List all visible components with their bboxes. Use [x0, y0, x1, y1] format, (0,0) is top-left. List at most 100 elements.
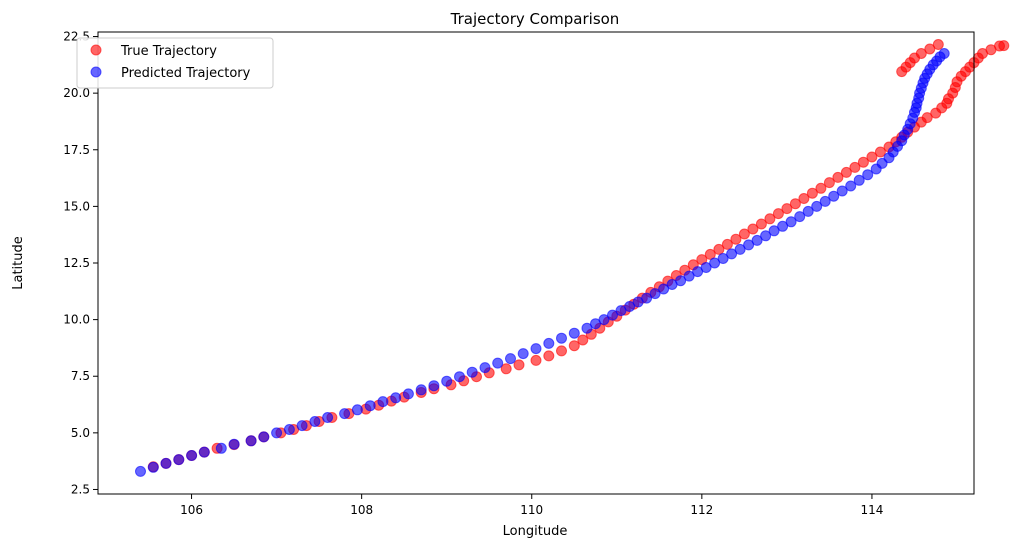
predicted-trajectory-point [802, 205, 814, 217]
predicted-trajectory-point [198, 446, 210, 458]
predicted-trajectory-point [811, 200, 823, 212]
true-trajectory-point [543, 350, 555, 362]
predicted-trajectory-point [377, 396, 389, 408]
predicted-trajectory-point [794, 211, 806, 223]
legend-box [76, 37, 274, 89]
true-trajectory-point [704, 248, 716, 260]
y-tick-label: 15.0 [63, 199, 90, 213]
true-trajectory-point [815, 182, 827, 194]
true-trajectory-point [781, 203, 793, 215]
true-trajectory-point [721, 238, 733, 250]
x-tick-label: 112 [690, 503, 713, 517]
true-trajectory-point [772, 208, 784, 220]
predicted-trajectory-point [309, 416, 321, 427]
x-tick-label: 110 [520, 503, 543, 517]
predicted-trajectory-point [283, 424, 295, 435]
predicted-trajectory-point [709, 257, 721, 269]
predicted-trajectory-point [649, 288, 661, 300]
predicted-trajectory-point [517, 348, 529, 360]
predicted-trajectory-point [819, 195, 831, 207]
true-trajectory-point [738, 228, 750, 240]
true-trajectory-point [896, 66, 908, 78]
predicted-trajectory-point [700, 262, 712, 273]
predicted-trajectory-point [683, 270, 695, 282]
predicted-trajectory-point [160, 457, 172, 469]
y-tick-label: 20.0 [63, 86, 90, 100]
true-trajectory-point [998, 40, 1010, 52]
predicted-trajectory-point [173, 454, 185, 466]
predicted-trajectory-point [726, 248, 738, 260]
predicted-trajectory-point [543, 337, 555, 349]
predicted-trajectory-point [675, 275, 687, 287]
legend-label-true: True Trajectory [120, 44, 217, 59]
predicted-trajectory-point [351, 404, 363, 416]
predicted-trajectory-point [556, 332, 567, 344]
true-trajectory-point [823, 177, 835, 189]
true-trajectory-point [755, 218, 767, 230]
true-trajectory-point [556, 345, 567, 357]
predicted-trajectory-point [568, 327, 580, 339]
x-tick-label: 114 [860, 503, 883, 517]
predicted-trajectory-point [598, 314, 610, 326]
true-trajectory-point [840, 166, 852, 178]
true-trajectory-point [568, 340, 580, 352]
legend-marker-true [90, 44, 102, 56]
true-trajectory-point [849, 161, 861, 173]
predicted-trajectory-point [339, 408, 351, 420]
legend: True Trajectory Predicted Trajectory [76, 37, 274, 89]
predicted-trajectory-point [186, 450, 198, 461]
x-axis: 106 108 110 112 114 [180, 494, 883, 517]
true-trajectory-point [932, 39, 944, 50]
true-trajectory-point [577, 334, 589, 346]
predicted-trajectory-point [505, 353, 516, 365]
predicted-trajectory-point [428, 380, 440, 392]
y-tick-label: 10.0 [63, 313, 90, 327]
true-trajectory-point [924, 43, 936, 55]
y-tick-label: 17.5 [63, 143, 90, 157]
true-trajectory-point [832, 171, 844, 183]
y-axis: 2.55.07.510.012.515.017.520.022.5 [63, 30, 98, 496]
predicted-trajectory-point [624, 301, 636, 312]
x-tick-label: 108 [350, 503, 373, 517]
points-layer [135, 39, 1010, 477]
predicted-trajectory-point [390, 392, 402, 404]
x-axis-label: Longitude [503, 524, 568, 539]
predicted-trajectory-point [322, 412, 334, 423]
predicted-trajectory-point [581, 322, 593, 334]
predicted-trajectory-point [760, 230, 772, 242]
chart-title: Trajectory Comparison [450, 10, 620, 28]
predicted-trajectory-point [402, 388, 414, 400]
predicted-trajectory-point [454, 371, 465, 383]
predicted-trajectory-point [658, 283, 670, 295]
predicted-trajectory-point [743, 239, 755, 251]
predicted-trajectory-point [828, 190, 840, 202]
predicted-trajectory-point [296, 420, 308, 432]
y-axis-label: Latitude [11, 236, 26, 290]
plot-area-frame [97, 31, 975, 495]
predicted-trajectory-point [853, 174, 865, 186]
predicted-trajectory-point [466, 366, 478, 378]
legend-label-predicted: Predicted Trajectory [121, 66, 251, 81]
predicted-trajectory-point [492, 357, 504, 369]
true-trajectory-point [798, 193, 810, 204]
true-trajectory-point [789, 198, 801, 210]
predicted-trajectory-point [845, 180, 857, 192]
predicted-trajectory-point [734, 243, 746, 255]
predicted-trajectory-point [245, 435, 257, 447]
predicted-trajectory-point [364, 400, 376, 412]
predicted-trajectory-point [147, 461, 159, 473]
true-trajectory-point [730, 233, 742, 245]
predicted-trajectory-point [258, 431, 270, 443]
predicted-trajectory-point [717, 253, 729, 264]
predicted-trajectory-point [228, 438, 240, 450]
true-trajectory-point [513, 359, 525, 371]
predicted-trajectory-point [215, 442, 227, 454]
true-trajectory-point [713, 243, 725, 255]
predicted-trajectory-point [777, 220, 789, 232]
predicted-trajectory-point [785, 216, 797, 228]
predicted-trajectory-point [415, 384, 427, 396]
predicted-trajectory-point [862, 169, 874, 181]
predicted-trajectory-point [836, 185, 848, 197]
